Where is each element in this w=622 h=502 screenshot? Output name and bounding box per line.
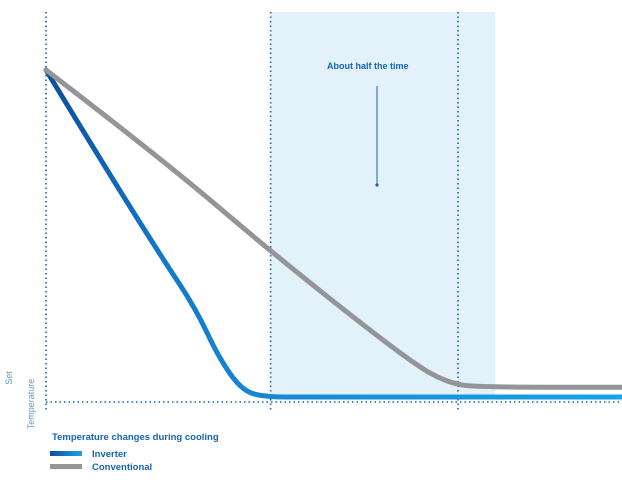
x-axis-label: Temperature changes during cooling [52,432,219,443]
legend: Inverter Conventional [50,449,152,473]
y-axis-label-line-2: Temperature [26,379,36,430]
annotation-pointer-dot [375,183,379,187]
series-line-conventional [43,67,622,390]
guide-lines [45,12,622,410]
series-lines [43,67,622,400]
legend-swatch-conventional [50,464,82,469]
y-axis-label-line-1: Set [4,371,14,385]
annotation-label: About half the time [327,61,409,71]
legend-label-inverter: Inverter [92,449,127,460]
legend-label-conventional: Conventional [92,462,152,473]
series-line-inverter [43,67,622,400]
legend-swatch-inverter [50,451,82,456]
